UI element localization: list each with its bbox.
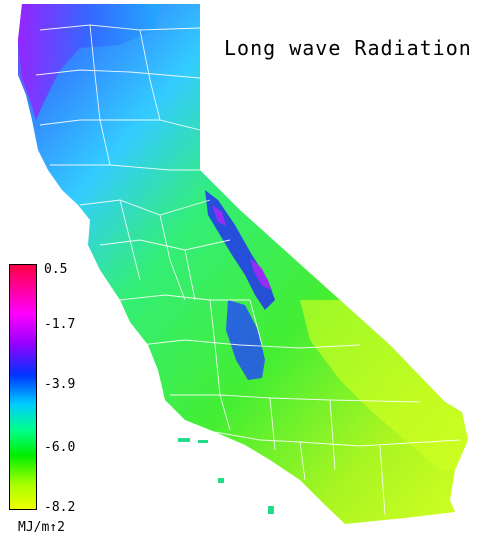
legend-tick-2: -1.7 (44, 317, 76, 332)
sierra-south-low-region (226, 300, 265, 380)
desert-high-region (300, 300, 468, 470)
legend-units-label: MJ/m↑2 (18, 520, 65, 535)
county-boundaries (35, 24, 461, 516)
north-coast-low-region (18, 4, 160, 120)
legend-tick-4: -6.0 (44, 440, 76, 455)
legend-tick-max: 0.5 (44, 262, 68, 277)
color-scale-bar (9, 264, 37, 510)
legend-tick-min: -8.2 (44, 500, 76, 515)
legend-tick-mid: -3.9 (44, 377, 76, 392)
sierra-peaks-region (212, 205, 272, 290)
map-title: Long wave Radiation (224, 36, 472, 60)
channel-islands (178, 438, 274, 514)
